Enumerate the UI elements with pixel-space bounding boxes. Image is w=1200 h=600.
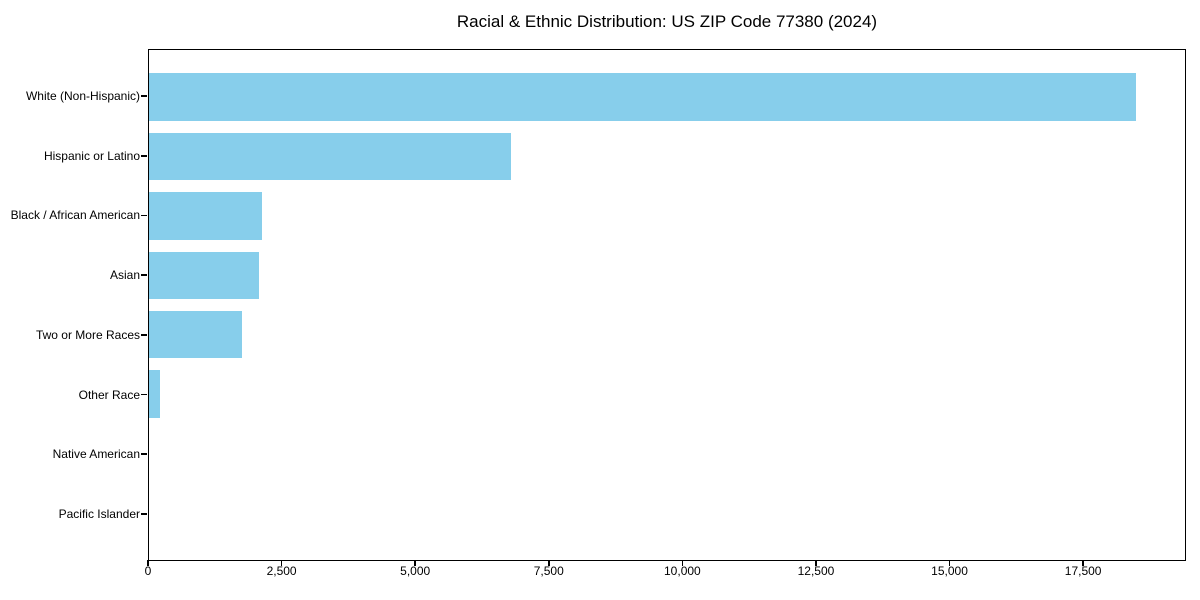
x-axis-tick	[948, 560, 951, 566]
x-axis-tick	[147, 560, 149, 566]
y-axis-tick	[141, 453, 147, 455]
y-axis-tick	[141, 214, 147, 217]
y-tick-label-white-non-hispanic: White (Non-Hispanic)	[25, 89, 140, 104]
plot-area	[148, 49, 1186, 561]
x-axis-tick	[1082, 560, 1084, 566]
bar-white-non-hispanic	[149, 73, 1136, 121]
x-tick-label-15000: 15,000	[931, 564, 968, 578]
bar-asian	[149, 251, 259, 300]
chart-title: Racial & Ethnic Distribution: US ZIP Cod…	[456, 12, 878, 31]
x-tick-label-10000: 10,000	[664, 564, 701, 578]
x-tick-label-0: 0	[144, 564, 152, 578]
y-tick-label-two-or-more-races: Two or More Races	[35, 327, 140, 342]
y-axis-tick	[141, 334, 147, 336]
x-tick-label-5000: 5,000	[400, 564, 431, 578]
x-tick-label-7500: 7,500	[533, 564, 564, 578]
y-tick-label-native-american: Native American	[52, 447, 140, 462]
x-axis-tick	[414, 560, 416, 566]
y-axis-tick	[141, 274, 147, 276]
bar-hispanic-or-latino	[149, 132, 512, 181]
y-tick-label-other-race: Other Race	[78, 387, 140, 402]
x-tick-label-12500: 12,500	[797, 564, 835, 578]
x-axis-tick	[815, 560, 817, 566]
x-axis-tick	[681, 560, 684, 566]
x-axis-tick	[280, 560, 283, 566]
x-axis-tick	[548, 560, 550, 566]
x-tick-label-17500: 17,500	[1064, 564, 1102, 578]
y-tick-label-asian: Asian	[109, 268, 140, 283]
x-tick-label-2500: 2,500	[266, 564, 297, 578]
bar-two-or-more-races	[149, 310, 242, 359]
bar-other-race	[149, 370, 160, 418]
y-tick-label-black-african-american: Black / African American	[10, 208, 140, 223]
y-axis-tick	[141, 393, 147, 396]
y-axis-tick	[141, 155, 147, 157]
y-axis-tick	[141, 513, 147, 515]
y-axis-tick	[141, 95, 147, 97]
y-tick-label-hispanic-or-latino: Hispanic or Latino	[43, 148, 140, 163]
y-tick-label-pacific-islander: Pacific Islander	[58, 506, 140, 521]
bar-black-african-american	[149, 192, 262, 240]
